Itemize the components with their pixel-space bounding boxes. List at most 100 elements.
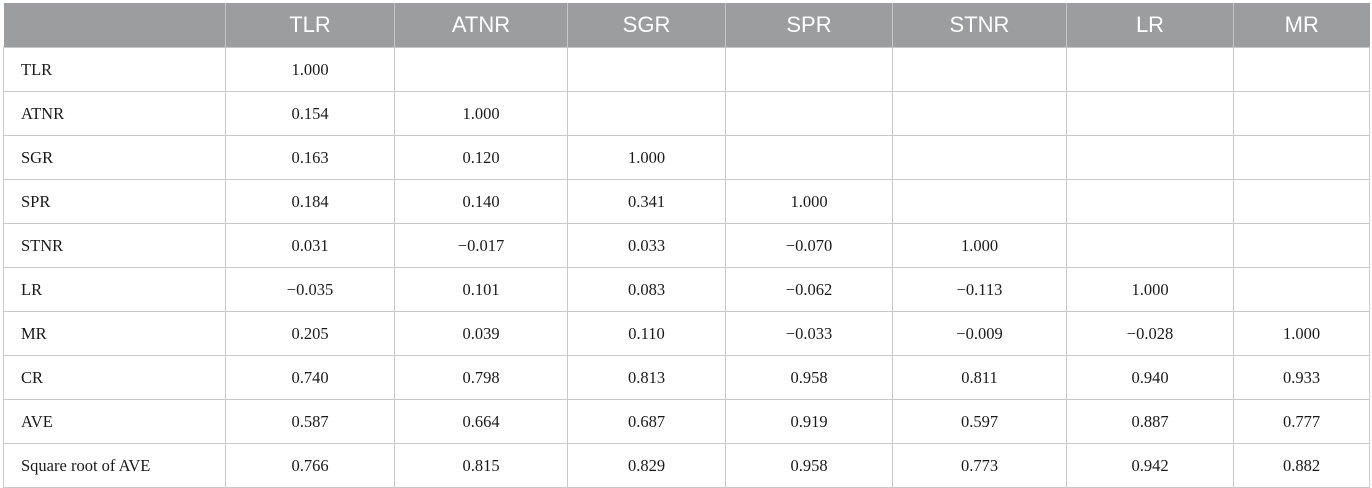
table-cell: 0.940 [1066,355,1234,400]
table-cell [892,91,1067,136]
row-label-cell: CR [3,355,226,400]
row-label-cell: ATNR [3,91,226,136]
table-header: TLR ATNR SGR SPR STNR LR MR [3,3,1370,48]
table-cell [567,91,726,136]
table-cell [725,135,893,180]
table-cell: −0.035 [225,267,395,312]
table-cell: 0.829 [567,443,726,488]
table-row: Square root of AVE 0.766 0.815 0.829 0.958 0.… [3,443,1370,488]
table-cell: 1.000 [725,179,893,224]
table-cell: 0.664 [394,399,568,444]
table-cell: 0.110 [567,311,726,356]
table-cell: 0.033 [567,223,726,268]
table-row: STNR 0.031 −0.017 0.033 −0.070 1.000 [3,223,1370,268]
table-cell: 0.958 [725,355,893,400]
table-cell: 0.773 [892,443,1067,488]
table-cell: 0.341 [567,179,726,224]
table-cell: 0.766 [225,443,395,488]
table-cell [725,91,893,136]
table-cell: 0.740 [225,355,395,400]
table-row: MR 0.205 0.039 0.110 −0.033 −0.009 −0.028 1.000 [3,311,1370,356]
table-cell: 0.813 [567,355,726,400]
table-row: AVE 0.587 0.664 0.687 0.919 0.597 0.887 0.777 [3,399,1370,444]
table-cell: −0.070 [725,223,893,268]
table-cell: −0.033 [725,311,893,356]
table-cell: 1.000 [567,135,726,180]
row-label-cell: MR [3,311,226,356]
table-cell: 0.811 [892,355,1067,400]
row-label-cell: Square root of AVE [3,443,226,488]
table-cell: 1.000 [892,223,1067,268]
table-cell: −0.009 [892,311,1067,356]
table-row: LR −0.035 0.101 0.083 −0.062 −0.113 1.000 [3,267,1370,312]
table-cell [1233,223,1370,268]
table-cell [1233,91,1370,136]
table-cell: 1.000 [225,47,395,92]
row-label-cell: LR [3,267,226,312]
table-cell [1066,47,1234,92]
table-cell: 0.205 [225,311,395,356]
table-cell: 1.000 [394,91,568,136]
row-label-cell: STNR [3,223,226,268]
table-cell [892,135,1067,180]
table-cell [394,47,568,92]
header-cell-spr: SPR [725,3,893,48]
table-cell [1233,47,1370,92]
table-cell: 1.000 [1066,267,1234,312]
table-body: TLR 1.000 ATNR 0.154 1.000 SGR 0.163 0.120 1.000… [3,47,1370,488]
table-cell [892,179,1067,224]
table-cell: 0.031 [225,223,395,268]
table-cell: 0.933 [1233,355,1370,400]
table-cell: 0.798 [394,355,568,400]
table-cell: 0.039 [394,311,568,356]
table-cell: 0.184 [225,179,395,224]
table-cell: −0.028 [1066,311,1234,356]
header-cell-corner [3,3,226,48]
table-cell [725,47,893,92]
header-cell-stnr: STNR [892,3,1067,48]
table-cell: 0.597 [892,399,1067,444]
table-cell: −0.017 [394,223,568,268]
table-cell: 0.101 [394,267,568,312]
table-cell [892,47,1067,92]
table-cell: 0.083 [567,267,726,312]
table-cell: −0.113 [892,267,1067,312]
row-label-cell: SGR [3,135,226,180]
table-cell [1066,223,1234,268]
table-cell: 0.958 [725,443,893,488]
row-label-cell: AVE [3,399,226,444]
table-row: CR 0.740 0.798 0.813 0.958 0.811 0.940 0.933 [3,355,1370,400]
table-cell [567,47,726,92]
correlation-table: TLR ATNR SGR SPR STNR LR MR TLR 1.000 ATNR 0.154 1… [3,3,1370,488]
header-cell-sgr: SGR [567,3,726,48]
table-cell: 0.154 [225,91,395,136]
table-cell: 0.140 [394,179,568,224]
table-row: SGR 0.163 0.120 1.000 [3,135,1370,180]
table-cell: −0.062 [725,267,893,312]
table-cell: 0.887 [1066,399,1234,444]
table-row: TLR 1.000 [3,47,1370,92]
header-row: TLR ATNR SGR SPR STNR LR MR [3,3,1370,48]
table-cell: 0.882 [1233,443,1370,488]
header-cell-lr: LR [1066,3,1234,48]
table-cell: 0.777 [1233,399,1370,444]
table-cell [1066,135,1234,180]
table-cell [1233,179,1370,224]
table-cell: 0.942 [1066,443,1234,488]
table-cell [1233,267,1370,312]
table-cell [1233,135,1370,180]
table-cell: 0.163 [225,135,395,180]
header-cell-atnr: ATNR [394,3,568,48]
table-row: ATNR 0.154 1.000 [3,91,1370,136]
table-cell: 0.815 [394,443,568,488]
table-row: SPR 0.184 0.140 0.341 1.000 [3,179,1370,224]
table-cell: 0.587 [225,399,395,444]
table-cell: 1.000 [1233,311,1370,356]
table-cell: 0.687 [567,399,726,444]
row-label-cell: SPR [3,179,226,224]
table-cell [1066,179,1234,224]
row-label-cell: TLR [3,47,226,92]
table-cell [1066,91,1234,136]
header-cell-mr: MR [1233,3,1370,48]
table-cell: 0.919 [725,399,893,444]
